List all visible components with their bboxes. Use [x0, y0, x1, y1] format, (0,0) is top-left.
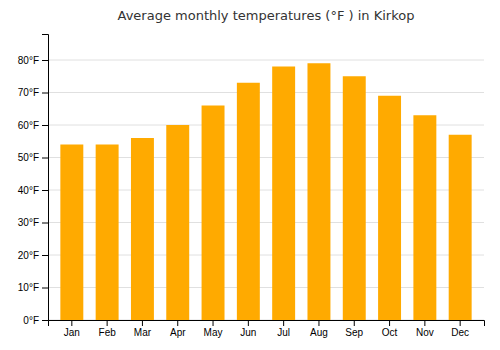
- x-tick-mark: [107, 320, 108, 326]
- x-tick-label: Nov: [416, 327, 434, 338]
- x-tick-mark: [389, 320, 390, 326]
- y-tick-mark: [42, 93, 48, 94]
- x-tick: Aug: [310, 320, 328, 338]
- y-tick: 10°F: [18, 282, 48, 293]
- x-tick: Feb: [99, 320, 117, 338]
- bar: [343, 76, 366, 320]
- y-tick: 80°F: [18, 55, 48, 66]
- bar: [272, 67, 295, 321]
- x-tick-mark: [354, 320, 355, 326]
- y-tick-mark: [42, 320, 48, 321]
- bar: [378, 96, 401, 320]
- y-tick: 30°F: [18, 217, 48, 228]
- y-tick-mark: [42, 223, 48, 224]
- x-tick-mark: [142, 320, 143, 326]
- bar: [413, 115, 436, 320]
- x-tick: Jul: [277, 320, 290, 338]
- y-tick-label: 60°F: [18, 120, 39, 131]
- x-tick: Oct: [382, 320, 398, 338]
- y-tick: 50°F: [18, 152, 48, 163]
- bar: [60, 145, 83, 321]
- x-tick-mark: [424, 320, 425, 326]
- x-axis-line: [49, 321, 485, 327]
- chart: 0°F 10°F 20°F 30°F 40°F 50°F 60°F 70°F 80°F Jan Fe…: [0, 0, 500, 350]
- x-tick: Jun: [240, 320, 256, 338]
- grid-line: [48, 92, 484, 93]
- x-tick-label: Feb: [99, 327, 117, 338]
- x-tick-label: Sep: [345, 327, 363, 338]
- y-axis-line: [42, 35, 49, 321]
- x-tick: Mar: [134, 320, 152, 338]
- title: Average monthly temperatures (°F ) in Ki…: [118, 8, 415, 23]
- y-tick-mark: [42, 60, 48, 61]
- y-tick-mark: [42, 158, 48, 159]
- y-tick-label: 70°F: [18, 87, 39, 98]
- x-tick-label: Aug: [310, 327, 328, 338]
- y-tick: 20°F: [18, 250, 48, 261]
- x-tick: Apr: [170, 320, 186, 338]
- bar: [166, 125, 189, 320]
- y-tick-label: 20°F: [18, 250, 39, 261]
- y-tick: 70°F: [18, 87, 48, 98]
- x-tick-mark: [177, 320, 178, 326]
- x-tick-mark: [318, 320, 319, 326]
- y-tick-label: 30°F: [18, 217, 39, 228]
- plot-area: 0°F 10°F 20°F 30°F 40°F 50°F 60°F 70°F 80°F Jan Fe…: [18, 35, 485, 339]
- x-tick: Jan: [64, 320, 80, 338]
- y-tick-mark: [42, 125, 48, 126]
- y-tick: 60°F: [18, 120, 48, 131]
- bar: [449, 135, 472, 320]
- x-tick: May: [204, 320, 223, 338]
- x-tick-mark: [283, 320, 284, 326]
- y-tick-label: 10°F: [18, 282, 39, 293]
- bar: [307, 63, 330, 320]
- bar: [237, 83, 260, 320]
- grid-line: [48, 60, 484, 61]
- y-tick-label: 50°F: [18, 152, 39, 163]
- y-tick-mark: [42, 190, 48, 191]
- y-tick: 0°F: [23, 315, 48, 326]
- y-tick-label: 0°F: [23, 315, 39, 326]
- y-tick-mark: [42, 255, 48, 256]
- bars: [60, 63, 471, 320]
- y-tick-label: 40°F: [18, 185, 39, 196]
- bar: [96, 145, 119, 321]
- x-tick-label: Mar: [134, 327, 152, 338]
- y-tick-label: 80°F: [18, 55, 39, 66]
- x-tick-label: Jan: [64, 327, 80, 338]
- x-tick-label: Jun: [240, 327, 256, 338]
- x-tick-label: Oct: [382, 327, 398, 338]
- x-axis: Jan Feb Mar Apr May Jun Jul Aug Sep Oct Nov Dec: [49, 320, 485, 338]
- x-tick-label: Apr: [170, 327, 186, 338]
- x-tick-mark: [71, 320, 72, 326]
- x-tick-mark: [213, 320, 214, 326]
- x-tick-label: Jul: [277, 327, 290, 338]
- y-axis: 0°F 10°F 20°F 30°F 40°F 50°F 60°F 70°F 80°F: [18, 35, 49, 326]
- x-tick-label: Dec: [451, 327, 469, 338]
- bar: [202, 106, 225, 321]
- x-tick-label: May: [204, 327, 223, 338]
- x-tick: Sep: [345, 320, 363, 338]
- x-tick: Nov: [416, 320, 434, 338]
- x-tick-mark: [460, 320, 461, 326]
- bar: [131, 138, 154, 320]
- x-tick: Dec: [451, 320, 469, 338]
- y-tick: 40°F: [18, 185, 48, 196]
- x-tick-mark: [248, 320, 249, 326]
- y-tick-mark: [42, 288, 48, 289]
- grid: [48, 60, 484, 320]
